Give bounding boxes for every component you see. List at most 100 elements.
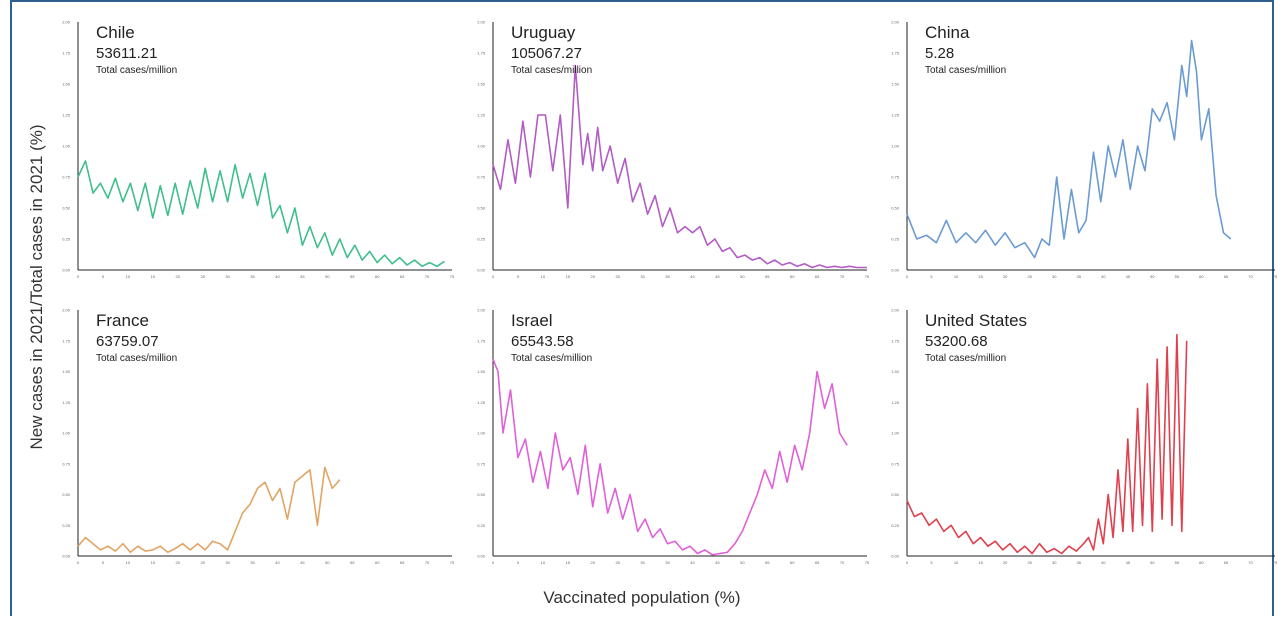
y-tick-label: 0.00 (477, 268, 486, 273)
panel-chile: 0.00 0.25 0.50 0.75 1.00 1.25 1.50 1.75 2.00 0 5 10… (62, 20, 455, 280)
x-tick-label: 15 (151, 274, 156, 279)
series-line-uruguay (492, 64, 867, 269)
x-tick-label: 25 (1027, 274, 1032, 279)
x-tick-label: 15 (566, 274, 571, 279)
x-tick-label: 40 (275, 560, 280, 565)
x-tick-label: 60 (790, 560, 795, 565)
x-tick-label: 35 (665, 560, 670, 565)
x-tick-label: 0 (77, 560, 80, 565)
panel-unit-label: Total cases/million (96, 65, 177, 76)
panel-uruguay: 0.00 0.25 0.50 0.75 1.00 1.25 1.50 1.75 2.00 0 5 10… (477, 20, 870, 280)
y-tick-label: 1.75 (891, 51, 900, 56)
x-tick-label: 40 (690, 560, 695, 565)
x-tick-label: 65 (400, 274, 405, 279)
x-tick-label: 30 (640, 560, 645, 565)
panel-title: United States (925, 311, 1027, 330)
y-tick-label: 1.25 (62, 400, 71, 405)
panel-total-value: 105067.27 (511, 45, 582, 62)
y-tick-label: 0.75 (891, 461, 900, 466)
y-tick-label: 1.75 (477, 51, 486, 56)
y-tick-label: 0.75 (62, 461, 71, 466)
panel-france: 0.00 0.25 0.50 0.75 1.00 1.25 1.50 1.75 2.00 0 5 10… (62, 308, 455, 566)
panel-title: Uruguay (511, 23, 576, 42)
x-tick-label: 65 (1224, 560, 1229, 565)
x-tick-label: 35 (1077, 274, 1082, 279)
y-tick-label: 2.00 (477, 308, 486, 313)
x-tick-label: 50 (325, 560, 330, 565)
panel-unit-label: Total cases/million (925, 65, 1006, 76)
x-tick-label: 40 (1101, 274, 1106, 279)
x-tick-label: 65 (815, 560, 820, 565)
x-tick-label: 35 (1077, 560, 1082, 565)
x-tick-label: 10 (126, 560, 131, 565)
y-tick-label: 1.00 (891, 431, 900, 436)
panel-unit-label: Total cases/million (511, 353, 592, 364)
x-tick-label: 0 (906, 560, 909, 565)
y-tick-label: 1.00 (477, 431, 486, 436)
x-tick-label: 35 (250, 274, 255, 279)
x-tick-label: 60 (375, 274, 380, 279)
y-tick-label: 0.50 (477, 206, 486, 211)
y-tick-label: 1.50 (891, 82, 900, 87)
x-tick-label: 10 (954, 560, 959, 565)
panel-total-value: 65543.58 (511, 333, 574, 350)
x-tick-label: 65 (815, 274, 820, 279)
x-tick-label: 0 (492, 274, 495, 279)
panel-total-value: 5.28 (925, 45, 954, 62)
y-tick-label: 1.25 (891, 400, 900, 405)
x-tick-label: 30 (225, 274, 230, 279)
y-tick-label: 1.75 (62, 338, 71, 343)
y-tick-label: 0.75 (477, 461, 486, 466)
y-tick-label: 2.00 (891, 20, 900, 25)
panel-title: France (96, 311, 149, 330)
x-tick-label: 0 (906, 274, 909, 279)
x-tick-label: 30 (225, 560, 230, 565)
panel-unit-label: Total cases/million (96, 353, 177, 364)
x-tick-label: 0 (77, 274, 80, 279)
x-tick-label: 60 (375, 560, 380, 565)
y-tick-label: 2.00 (891, 308, 900, 313)
x-tick-label: 5 (102, 560, 105, 565)
x-tick-label: 75 (865, 274, 870, 279)
y-tick-label: 0.75 (477, 175, 486, 180)
x-tick-label: 25 (200, 274, 205, 279)
y-tick-label: 0.25 (477, 237, 486, 242)
x-tick-label: 20 (1003, 560, 1008, 565)
x-tick-label: 75 (450, 274, 455, 279)
x-tick-label: 20 (591, 274, 596, 279)
x-tick-label: 30 (1052, 274, 1057, 279)
x-tick-label: 75 (1273, 274, 1278, 279)
x-tick-label: 70 (1248, 560, 1253, 565)
x-tick-label: 10 (541, 560, 546, 565)
y-tick-label: 0.50 (62, 206, 71, 211)
panel-israel: 0.00 0.25 0.50 0.75 1.00 1.25 1.50 1.75 2.00 0 5 10… (477, 308, 870, 566)
x-tick-label: 60 (1199, 560, 1204, 565)
x-tick-label: 50 (1150, 560, 1155, 565)
x-tick-label: 5 (930, 560, 933, 565)
y-tick-label: 0.00 (62, 554, 71, 559)
x-tick-label: 10 (541, 274, 546, 279)
x-tick-label: 45 (715, 560, 720, 565)
x-tick-label: 30 (1052, 560, 1057, 565)
y-tick-label: 1.50 (62, 82, 71, 87)
y-tick-label: 1.50 (891, 369, 900, 374)
x-tick-label: 55 (765, 560, 770, 565)
x-tick-label: 40 (275, 274, 280, 279)
y-tick-label: 2.00 (477, 20, 486, 25)
x-tick-label: 45 (715, 274, 720, 279)
y-tick-label: 0.25 (891, 523, 900, 528)
y-tick-label: 1.75 (477, 338, 486, 343)
x-tick-label: 50 (1150, 274, 1155, 279)
x-tick-label: 70 (840, 560, 845, 565)
x-tick-label: 70 (425, 560, 430, 565)
series-line-china (906, 39, 1232, 259)
panel-unit-label: Total cases/million (511, 65, 592, 76)
x-tick-label: 55 (1175, 274, 1180, 279)
panel-total-value: 63759.07 (96, 333, 159, 350)
x-tick-label: 55 (1175, 560, 1180, 565)
y-tick-label: 1.75 (891, 338, 900, 343)
x-tick-label: 5 (517, 274, 520, 279)
x-tick-label: 25 (200, 560, 205, 565)
x-tick-label: 20 (591, 560, 596, 565)
x-tick-label: 55 (350, 560, 355, 565)
